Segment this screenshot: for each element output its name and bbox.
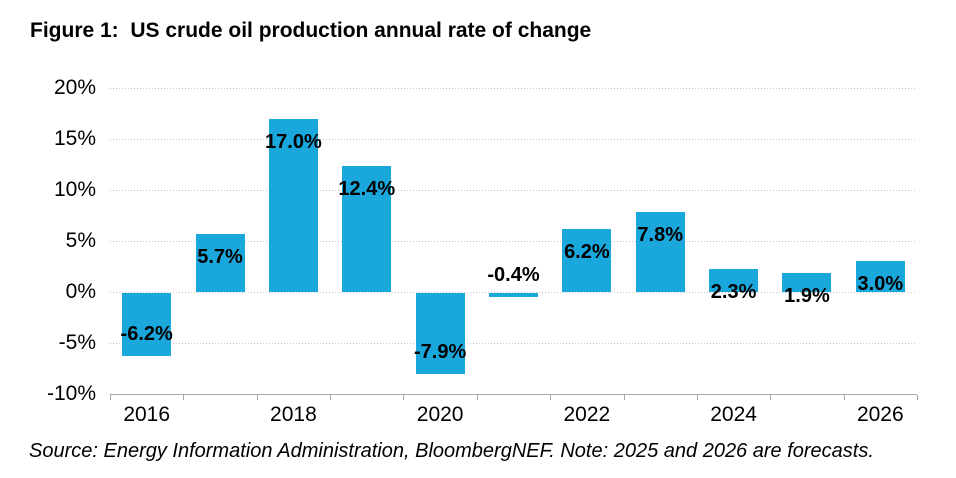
x-axis-tick-label: 2024 (710, 403, 757, 426)
x-axis-tick-label: 2020 (416, 403, 464, 426)
bar-2026 (855, 261, 905, 292)
bar-2022 (562, 228, 612, 292)
x-axis-line (110, 394, 917, 395)
x-axis-tick (550, 395, 552, 400)
x-axis-tick-label: 2026 (856, 403, 904, 426)
x-axis-tick (330, 395, 332, 400)
bar-value-label-2020: -7.9% (414, 340, 467, 363)
x-axis-tick (110, 395, 111, 400)
bar-2020 (415, 293, 465, 374)
bar-2019 (342, 165, 392, 292)
x-axis-tick-label: 2016 (123, 403, 171, 426)
x-axis-tick (843, 395, 845, 400)
gridline-15 (110, 139, 917, 140)
bar-value-label-2025: 1.9% (784, 284, 830, 307)
bar-value-label-2022: 6.2% (564, 240, 610, 263)
x-axis-tick-label: 2018 (270, 403, 317, 426)
x-axis-tick (623, 395, 625, 400)
figure-title: Figure 1: US crude oil production annual… (30, 19, 592, 42)
x-axis-tick-label: 2022 (563, 403, 611, 426)
y-axis-tick-label: -5% (58, 331, 96, 354)
gridline-0 (110, 292, 917, 293)
bar-value-label-2023: 7.8% (637, 224, 684, 247)
bar-value-label-2016: -6.2% (120, 323, 173, 346)
gridline-5 (110, 241, 917, 242)
bar-value-label-2018: 17.0% (265, 130, 322, 153)
bar-2023 (635, 212, 685, 292)
bar-2018 (268, 118, 318, 292)
bar-value-label-2017: 5.7% (197, 245, 243, 268)
x-axis-tick (256, 395, 258, 400)
gridline--5 (110, 343, 917, 344)
bar-value-label-2021: -0.4% (487, 264, 540, 287)
bar-2016 (122, 293, 172, 357)
y-axis-tick-label: -10% (46, 382, 96, 405)
bar-2024 (709, 268, 759, 292)
x-axis-tick (696, 395, 698, 400)
x-axis-tick (183, 395, 185, 400)
bar-2025 (782, 272, 832, 292)
bar-value-label-2019: 12.4% (338, 177, 396, 200)
x-axis-tick (917, 395, 918, 400)
x-axis-tick (770, 395, 772, 400)
y-axis-tick-label: 5% (65, 229, 96, 252)
x-axis-tick (476, 395, 478, 400)
y-axis-tick-label: 15% (53, 127, 96, 150)
y-axis-tick-label: 10% (53, 178, 96, 201)
bar-2021 (489, 293, 538, 298)
y-axis-tick-label: 20% (53, 76, 96, 99)
gridline-10 (110, 190, 917, 191)
gridline-20 (110, 88, 917, 89)
y-axis-tick-label: 0% (65, 280, 96, 303)
source-note: Source: Energy Information Administratio… (29, 440, 874, 462)
bar-value-label-2026: 3.0% (857, 273, 904, 296)
x-axis-tick (403, 395, 405, 400)
bar-2017 (195, 233, 245, 292)
bar-value-label-2024: 2.3% (710, 280, 757, 303)
